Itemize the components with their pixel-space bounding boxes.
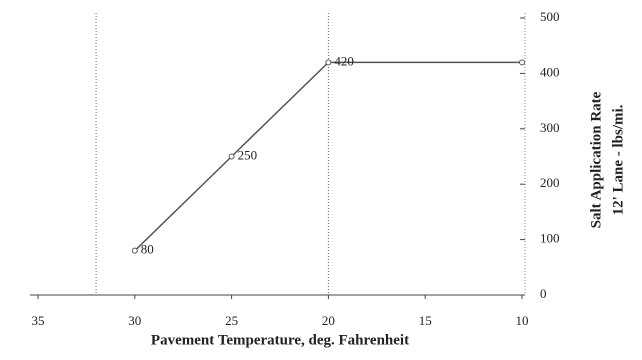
data-point bbox=[325, 59, 332, 66]
x-tick-label: 20 bbox=[322, 313, 335, 328]
data-point bbox=[131, 247, 138, 254]
y-tick-label: 500 bbox=[540, 9, 560, 24]
data-point bbox=[228, 153, 235, 160]
x-tick-label: 25 bbox=[225, 313, 238, 328]
data-label: 80 bbox=[141, 242, 154, 257]
data-line bbox=[134, 61, 522, 252]
y-axis-label: Salt Application Rate bbox=[588, 91, 604, 228]
data-label: 250 bbox=[238, 147, 258, 162]
y-tick-label: 200 bbox=[540, 175, 560, 190]
y-tick-label: 0 bbox=[540, 286, 547, 301]
y-tick-label: 400 bbox=[540, 64, 560, 79]
x-axis-label: Pavement Temperature, deg. Fahrenheit bbox=[151, 332, 409, 348]
y-axis-label: 12' Lane - lbs/mi. bbox=[610, 104, 626, 215]
y-tick-label: 300 bbox=[540, 120, 560, 135]
x-tick-label: 10 bbox=[516, 313, 529, 328]
data-point bbox=[519, 59, 525, 66]
x-tick-label: 15 bbox=[419, 313, 432, 328]
x-tick-label: 30 bbox=[128, 313, 141, 328]
y-tick-label: 100 bbox=[540, 231, 560, 246]
x-tick-label: 35 bbox=[32, 313, 45, 328]
data-label: 420 bbox=[334, 53, 354, 68]
